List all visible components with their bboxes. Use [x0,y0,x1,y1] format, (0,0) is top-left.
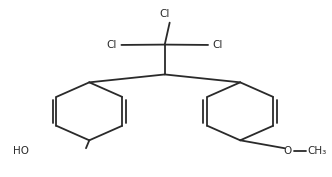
Text: O: O [284,146,292,156]
Text: HO: HO [13,146,29,156]
Text: Cl: Cl [212,41,223,50]
Text: Cl: Cl [160,9,170,19]
Text: Cl: Cl [107,41,117,50]
Text: CH₃: CH₃ [307,146,327,156]
